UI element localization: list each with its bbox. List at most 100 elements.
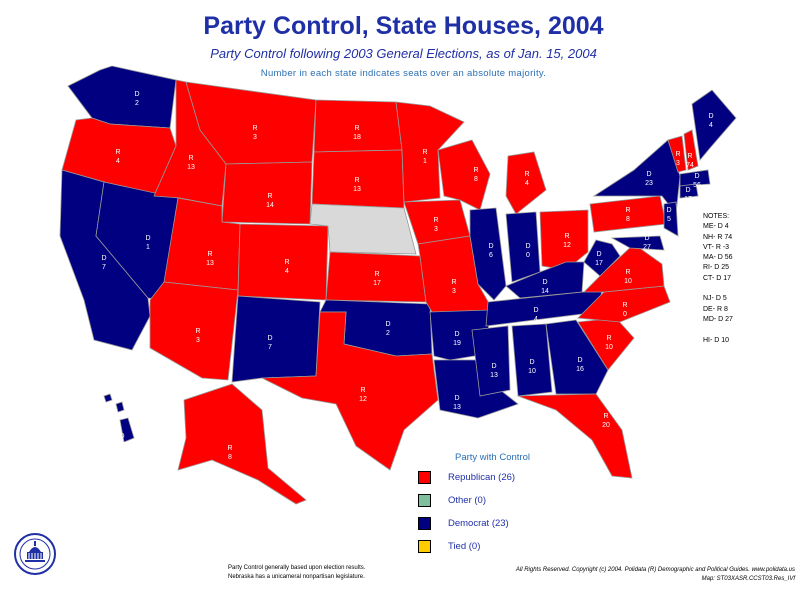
- legend-label: Republican (26): [448, 471, 516, 483]
- state-ga: [545, 319, 609, 395]
- state-party-ar: D: [454, 331, 459, 338]
- state-party-nd: R: [354, 125, 359, 132]
- legend-swatch: [418, 493, 431, 507]
- footer-notes: Party Control generally based upon elect…: [228, 564, 365, 582]
- state-party-md: D: [644, 235, 649, 242]
- state-pa: [589, 195, 667, 233]
- map-subtitle: Party Control following 2003 General Ele…: [210, 46, 597, 61]
- state-seats-sc: 10: [605, 344, 613, 351]
- state-seats-tx: 12: [359, 396, 367, 403]
- legend-swatch: [418, 470, 431, 484]
- state-seats-ia: 3: [434, 226, 438, 233]
- state-mi: [505, 151, 547, 215]
- state-party-wi: R: [473, 167, 478, 174]
- copyright-line: All Rights Reserved. Copyright (c) 2004.…: [515, 567, 795, 573]
- state-seats-ak: 8: [228, 454, 232, 461]
- state-oh: [539, 209, 589, 271]
- copyright-block: All Rights Reserved. Copyright (c) 2004.…: [516, 566, 795, 584]
- state-party-ma: D: [694, 173, 699, 180]
- state-party-ca: D: [101, 255, 106, 262]
- legend-swatch: [418, 516, 431, 530]
- state-party-az: R: [195, 328, 200, 335]
- state-vt: [667, 135, 687, 173]
- state-seats-ok: 2: [386, 330, 390, 337]
- state-seats-ks: 17: [373, 280, 381, 287]
- state-nc: [577, 285, 671, 323]
- state-party-id: R: [188, 155, 193, 162]
- state-seats-al: 10: [528, 368, 536, 375]
- state-seats-ca: 7: [102, 264, 106, 271]
- footer-note-1: Party Control generally based upon elect…: [228, 565, 366, 571]
- state-seats-oh: 12: [563, 242, 571, 249]
- state-party-ks: R: [374, 271, 379, 278]
- note-line: HI- D 10: [703, 336, 730, 344]
- state-seats-vt: 3: [676, 160, 680, 167]
- state-seats-ct: 17: [684, 196, 692, 203]
- state-seats-va: 10: [624, 278, 632, 285]
- state-party-mo: R: [451, 279, 456, 286]
- state-seats-nm: 7: [268, 344, 272, 351]
- state-party-ok: D: [385, 321, 390, 328]
- state-party-sc: R: [606, 335, 611, 342]
- states-layer: [59, 65, 737, 505]
- state-seats-wy: 14: [266, 202, 274, 209]
- state-seats-wv: 17: [595, 260, 603, 267]
- state-party-tx: R: [360, 387, 365, 394]
- legend-label: Tied (0): [448, 540, 481, 552]
- state-mn: [395, 101, 465, 203]
- state-seats-wi: 8: [474, 176, 478, 183]
- state-party-ms: D: [491, 363, 496, 370]
- state-party-hi: D: [119, 433, 124, 440]
- state-seats-sd: 13: [353, 186, 361, 193]
- legend-swatch: [418, 539, 431, 553]
- state-party-nc: R: [622, 302, 627, 309]
- state-seats-wa: 2: [135, 100, 139, 107]
- map-id-line: Map: ST03XASR.CCST03.Res_IVf: [701, 576, 795, 582]
- state-party-mn: R: [422, 149, 427, 156]
- state-party-oh: R: [564, 233, 569, 240]
- state-seats-or: 4: [116, 158, 120, 165]
- state-party-ny: D: [646, 171, 651, 178]
- state-ak: [177, 383, 307, 505]
- state-party-fl: R: [603, 413, 608, 420]
- state-seats-tn: 4: [534, 316, 538, 323]
- state-seats-id: 13: [187, 164, 195, 171]
- state-seats-co: 4: [285, 268, 289, 275]
- state-seats-mi: 4: [525, 180, 529, 187]
- state-ct: [679, 183, 699, 199]
- legend-label: Other (0): [448, 494, 487, 506]
- state-seats-il: 6: [489, 252, 493, 259]
- state-party-nj: D: [666, 207, 671, 214]
- state-party-pa: R: [625, 207, 630, 214]
- state-party-il: D: [488, 243, 493, 250]
- state-az: [149, 281, 239, 381]
- state-party-in: D: [525, 243, 530, 250]
- state-me: [691, 89, 737, 161]
- state-seats-md: 27: [643, 244, 651, 251]
- state-seats-nv: 1: [146, 244, 150, 251]
- state-seats-pa: 8: [626, 216, 630, 223]
- note-line: CT- D 17: [703, 274, 732, 282]
- legend-item: Other (0): [418, 493, 486, 507]
- state-party-ak: R: [227, 445, 232, 452]
- state-seats-az: 3: [196, 337, 200, 344]
- state-party-wv: D: [596, 251, 601, 258]
- note-line: VT- R -3: [703, 243, 730, 251]
- state-party-ct: D: [685, 187, 690, 194]
- note-line: MD- D 27: [703, 315, 733, 323]
- note-line: MA- D 56: [703, 254, 733, 262]
- state-nm: [231, 295, 321, 383]
- state-seats-mn: 1: [423, 158, 427, 165]
- state-md: [610, 235, 665, 251]
- state-al: [511, 323, 553, 397]
- state-seats-mo: 3: [452, 288, 456, 295]
- state-party-nh: R: [687, 153, 692, 160]
- note-line: RI- D 25: [703, 264, 730, 272]
- state-ms: [471, 325, 511, 397]
- state-party-la: D: [454, 395, 459, 402]
- state-nh: [683, 129, 699, 171]
- state-party-or: R: [115, 149, 120, 156]
- state-party-ut: R: [207, 251, 212, 258]
- state-seats-me: 4: [709, 122, 713, 129]
